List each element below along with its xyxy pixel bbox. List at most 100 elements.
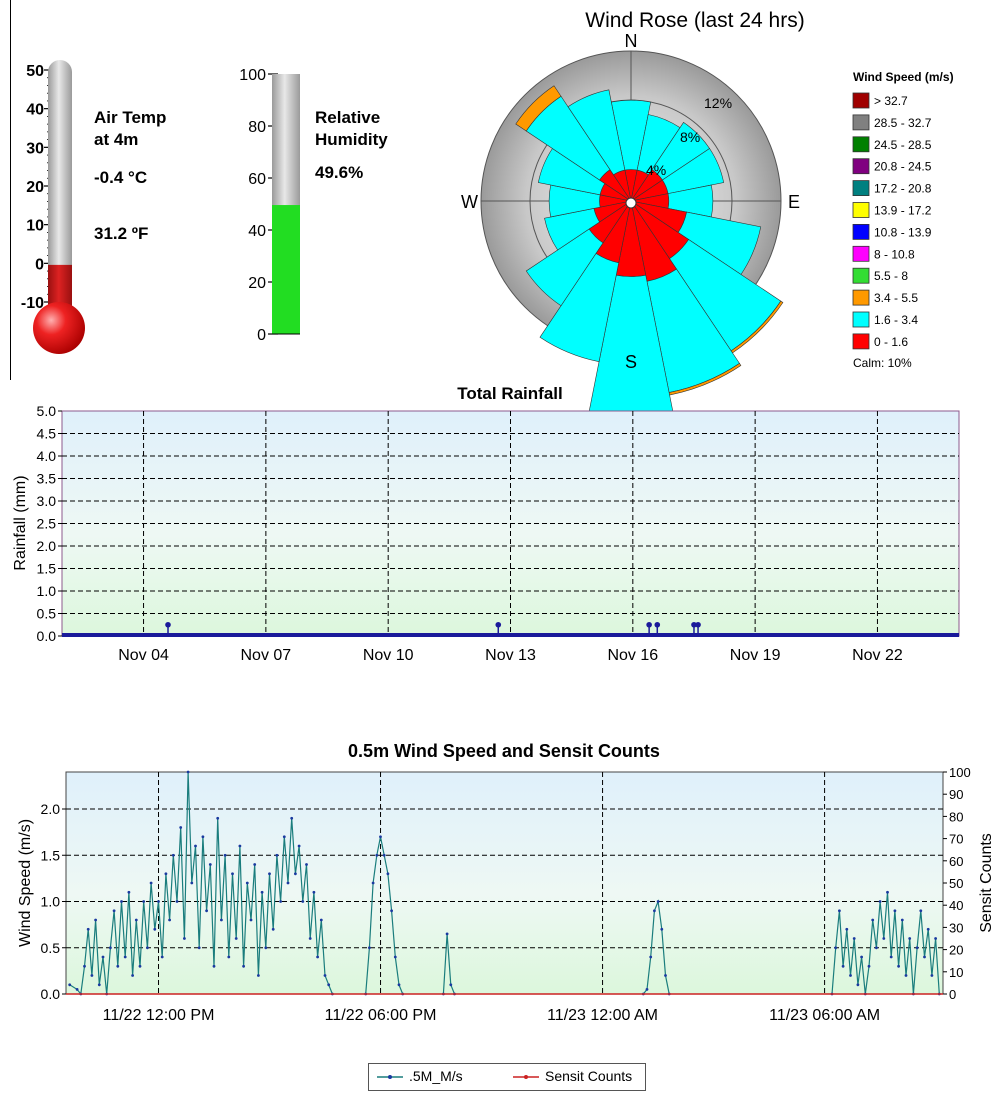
wind-speed-y-axis: 0.0 0.5 1.0 1.5 2.0 xyxy=(41,801,66,1002)
sensit-y-tick-label: 30 xyxy=(949,920,963,935)
wind-speed-point xyxy=(875,946,878,950)
humidity-scale: 100 80 60 40 20 0 xyxy=(239,67,278,344)
sensit-y-tick-label: 40 xyxy=(949,898,963,913)
wind-speed-point xyxy=(393,955,397,959)
wind-rose-ring-label-8: 8% xyxy=(680,129,700,145)
thermometer-tick-label: 20 xyxy=(26,179,44,196)
wind-rose-sector-1.6-3.4 xyxy=(544,208,600,251)
wind-speed-point xyxy=(142,900,146,903)
legend-swatch xyxy=(852,333,870,350)
wind-rose-ring-label-4: 4% xyxy=(646,162,666,178)
legend-entry-label: 17.2 - 20.8 xyxy=(874,182,932,196)
rainfall-y-tick-label: 2.5 xyxy=(37,516,57,532)
wind-rose-widget: Wind Rose (last 24 hrs) N E S W 4% 8% 12… xyxy=(461,9,954,429)
wind-speed-point xyxy=(231,872,234,876)
humidity-tick-label: 100 xyxy=(239,67,266,84)
wind-speed-point xyxy=(86,927,90,931)
wind-rose-label-e: E xyxy=(788,192,800,212)
rainfall-y-tick-label: 4.5 xyxy=(37,426,57,442)
wind-speed-y-label: Wind Speed (m/s) xyxy=(17,819,34,947)
sensit-y-tick-label: 70 xyxy=(949,832,963,847)
wind-rose-label-w: W xyxy=(461,192,478,212)
wind-speed-point xyxy=(849,974,852,977)
air-temp-celsius: -0.4 °C xyxy=(94,168,147,187)
wind-speed-point xyxy=(286,881,290,885)
wind-speed-point xyxy=(157,900,160,903)
wind-speed-point xyxy=(83,964,86,968)
rainfall-x-tick-label: Nov 13 xyxy=(485,647,536,664)
wind-speed-y-tick-label: 1.0 xyxy=(41,894,61,910)
air-temp-fahrenheit: 31.2 ºF xyxy=(94,224,148,243)
wind-speed-point xyxy=(227,955,231,959)
humidity-value: 49.6% xyxy=(315,163,363,182)
wind-speed-plot-area xyxy=(65,771,944,995)
wind-speed-point xyxy=(301,900,305,903)
thermometer-tube xyxy=(48,60,72,320)
wind-speed-point xyxy=(645,988,649,991)
wind-speed-series xyxy=(66,770,943,996)
rainfall-chart: Total Rainfall 0.0 0.5 1.0 1.5 2.0 2.5 3.0 3.5 4… xyxy=(12,384,960,664)
thermometer-title-line2: at 4m xyxy=(94,130,138,149)
rainfall-y-label: Rainfall (mm) xyxy=(12,475,29,570)
sensit-y-tick-label: 100 xyxy=(949,765,971,780)
humidity-fill xyxy=(272,205,300,334)
wind-speed-point xyxy=(112,909,116,913)
humidity-tick-label: 80 xyxy=(248,119,266,136)
wind-speed-point xyxy=(319,918,323,922)
wind-speed-chart-legend: .5M_M/s Sensit Counts xyxy=(368,1063,646,1091)
legend-entry-label: 20.8 - 24.5 xyxy=(874,160,932,174)
legend-label-sensit: Sensit Counts xyxy=(545,1068,633,1084)
rainfall-x-tick-label: Nov 04 xyxy=(118,647,169,664)
wind-speed-point xyxy=(660,927,664,931)
legend-swatch xyxy=(852,202,870,218)
wind-speed-point xyxy=(160,955,164,959)
left-border-line xyxy=(10,0,11,380)
sensit-counts-y-label: Sensit Counts xyxy=(978,833,994,933)
wind-speed-point xyxy=(171,853,175,857)
wind-speed-point xyxy=(201,835,205,839)
wind-speed-point xyxy=(852,937,856,940)
wind-speed-point xyxy=(316,955,319,959)
wind-speed-y-tick-label: 2.0 xyxy=(41,801,61,817)
wind-speed-point xyxy=(886,890,889,894)
legend-swatch xyxy=(852,158,870,175)
rainfall-point xyxy=(165,621,171,628)
legend-entry-label: > 32.7 xyxy=(874,94,908,108)
wind-speed-point xyxy=(153,927,157,931)
sensit-y-tick-label: 20 xyxy=(949,943,963,958)
legend-label-wind: .5M_M/s xyxy=(409,1068,463,1084)
thermometer-title-line1: Air Temp xyxy=(94,108,166,127)
legend-entry-label: 28.5 - 32.7 xyxy=(874,116,932,130)
wind-speed-point xyxy=(923,955,926,959)
humidity-widget: 100 80 60 40 20 0 Relative Humidity 49.6% xyxy=(239,67,388,344)
wind-speed-point xyxy=(297,844,301,848)
wind-speed-point xyxy=(386,872,390,876)
wind-speed-line xyxy=(642,899,670,995)
sensit-y-tick-label: 0 xyxy=(949,987,956,1002)
rainfall-y-tick-label: 3.0 xyxy=(37,493,57,509)
legend-entry-label: 24.5 - 28.5 xyxy=(874,138,932,152)
wind-rose-sector-1.6-3.4 xyxy=(662,148,725,194)
legend-swatch xyxy=(852,267,870,284)
wind-speed-point xyxy=(264,946,268,950)
legend-swatch xyxy=(852,92,870,109)
wind-speed-point xyxy=(249,918,253,922)
wind-speed-point xyxy=(867,964,871,968)
wind-speed-point xyxy=(245,881,249,885)
rainfall-x-tick-label: Nov 16 xyxy=(607,647,658,664)
rainfall-x-tick-label: Nov 07 xyxy=(241,647,292,664)
rainfall-y-tick-label: 5.0 xyxy=(37,403,57,419)
humidity-tick-label: 20 xyxy=(248,275,266,292)
legend-marker-sensit xyxy=(524,1075,528,1079)
wind-speed-point xyxy=(368,946,371,950)
wind-speed-point xyxy=(116,964,120,968)
wind-speed-point xyxy=(186,770,190,774)
rainfall-point xyxy=(646,621,652,628)
wind-speed-point xyxy=(134,918,138,922)
humidity-tick-label: 40 xyxy=(248,223,266,240)
legend-entry-label: 8 - 10.8 xyxy=(874,247,915,261)
wind-speed-point xyxy=(656,900,660,903)
legend-swatch xyxy=(852,223,870,240)
sensit-y-tick-label: 50 xyxy=(949,876,963,891)
wind-speed-point xyxy=(164,872,168,876)
